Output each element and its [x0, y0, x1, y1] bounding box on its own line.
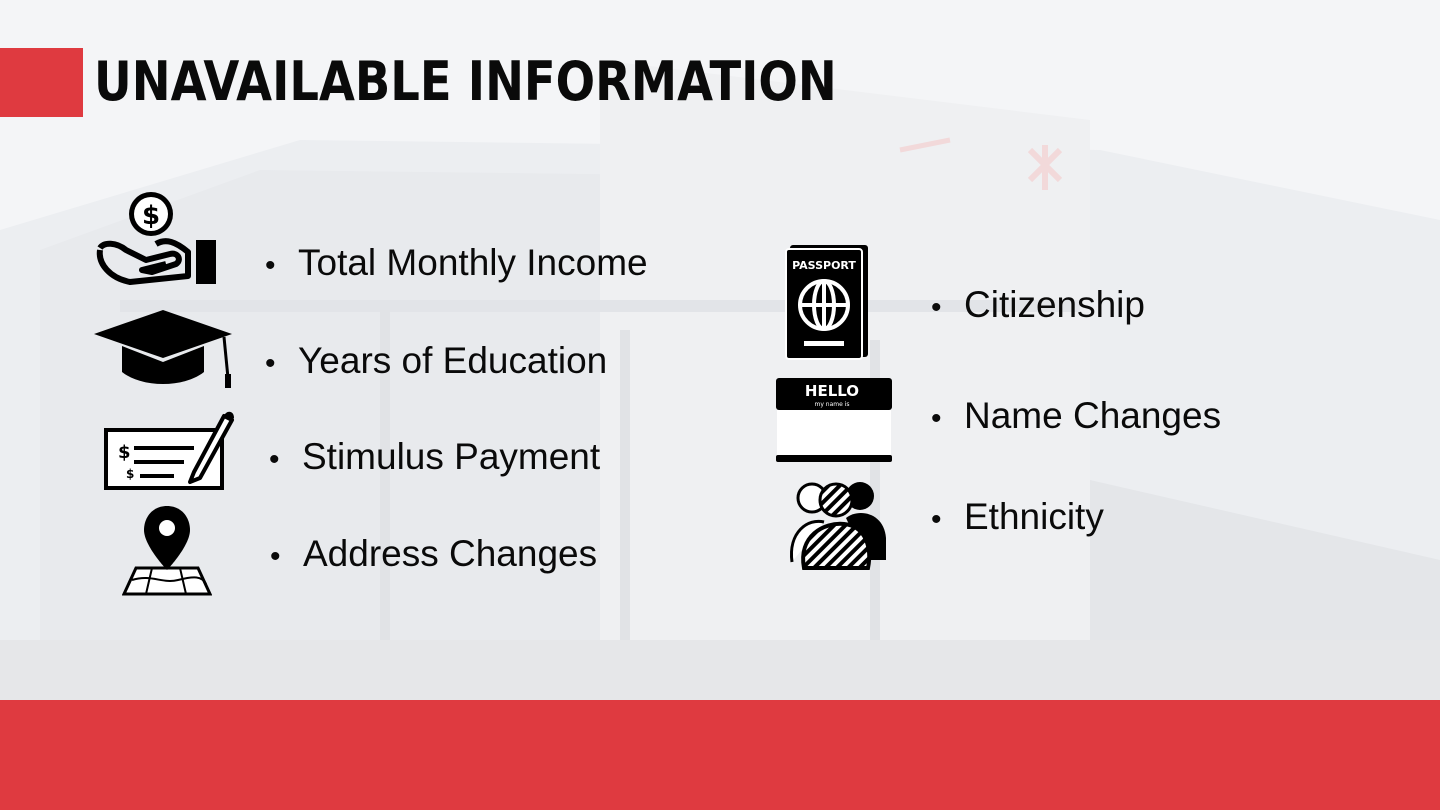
item-stimulus-payment: • Stimulus Payment — [269, 435, 600, 482]
bullet: • — [265, 347, 276, 380]
item-label: Years of Education — [298, 340, 608, 381]
item-ethnicity: • Ethnicity — [931, 495, 1104, 542]
bullet: • — [265, 249, 276, 282]
bullet: • — [931, 291, 942, 324]
item-label: Citizenship — [964, 284, 1145, 325]
check-payment-icon: $ $ — [104, 411, 234, 490]
bullet: • — [269, 443, 280, 476]
item-years-of-education: • Years of Education — [265, 339, 607, 386]
title-accent-bar — [0, 48, 83, 117]
item-label: Address Changes — [303, 533, 598, 574]
money-hand-icon: $ — [96, 192, 216, 285]
svg-text:$: $ — [142, 201, 160, 231]
bullet: • — [931, 402, 942, 435]
bullet: • — [931, 503, 942, 536]
item-label: Stimulus Payment — [302, 436, 601, 477]
bullet: • — [270, 540, 281, 573]
item-label: Total Monthly Income — [298, 242, 648, 283]
item-address-changes: • Address Changes — [270, 532, 597, 579]
slide-title: UNAVAILABLE INFORMATION — [94, 50, 837, 113]
graduation-cap-icon — [94, 310, 232, 388]
svg-text:$: $ — [118, 442, 131, 463]
footer-red-band — [0, 700, 1440, 810]
item-citizenship: • Citizenship — [931, 283, 1145, 330]
item-label: Ethnicity — [964, 496, 1104, 537]
svg-text:$: $ — [126, 467, 134, 481]
item-name-changes: • Name Changes — [931, 394, 1221, 441]
hello-subtext: my name is — [814, 401, 849, 408]
footer-gray-band — [0, 640, 1440, 700]
people-icon — [790, 482, 886, 570]
name-tag-icon: HELLO my name is — [776, 378, 892, 462]
item-total-monthly-income: • Total Monthly Income — [265, 241, 648, 288]
passport-label: PASSPORT — [792, 259, 856, 272]
item-label: Name Changes — [964, 395, 1222, 436]
hello-label: HELLO — [805, 382, 859, 400]
map-pin-icon — [122, 506, 212, 596]
passport-icon: PASSPORT — [785, 245, 868, 360]
